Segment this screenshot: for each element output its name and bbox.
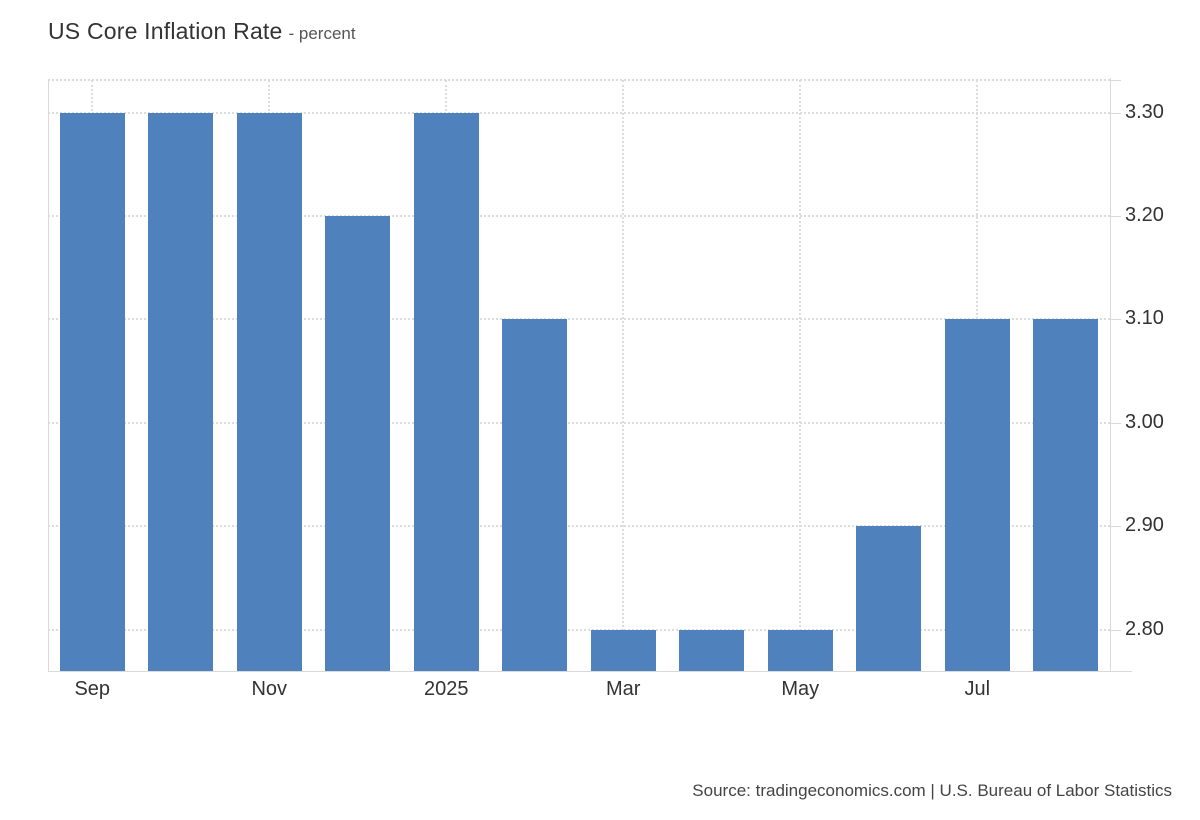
y-axis-label-3.30: 3.30 xyxy=(1125,100,1164,123)
x-axis-label-2025: 2025 xyxy=(424,678,469,700)
x-axis-line xyxy=(48,671,1132,672)
bar-Sep[interactable] xyxy=(59,112,125,671)
plot-top-border xyxy=(48,79,1110,81)
y-axis-tick-2.80 xyxy=(1110,629,1121,631)
x-gridline-May xyxy=(799,80,802,671)
chart-subtitle: - percent xyxy=(288,24,356,43)
chart-title: US Core Inflation Rate xyxy=(48,18,283,44)
bar-Jun[interactable] xyxy=(856,526,922,671)
source-attribution: Source: tradingeconomics.com | U.S. Bure… xyxy=(692,781,1172,800)
y-gridline-2.90 xyxy=(48,525,1110,528)
bar-Jul[interactable] xyxy=(944,319,1010,671)
x-axis-label-Sep: Sep xyxy=(74,678,111,700)
y-axis-tick-3.30 xyxy=(1110,112,1121,114)
y-axis-label-2.90: 2.90 xyxy=(1125,514,1164,537)
bar-Nov[interactable] xyxy=(236,112,302,671)
bar-Feb[interactable] xyxy=(502,319,568,671)
y-axis-line-right xyxy=(1110,78,1111,671)
y-gridline-2.80 xyxy=(48,628,1110,631)
bar-2025[interactable] xyxy=(413,112,479,671)
y-axis-tick-3.00 xyxy=(1110,422,1121,424)
x-axis-label-Mar: Mar xyxy=(606,678,641,700)
bar-Mar[interactable] xyxy=(590,629,656,671)
y-gridline-3.10 xyxy=(48,318,1110,321)
bar-Oct[interactable] xyxy=(148,112,214,671)
y-axis-tick-top xyxy=(1110,80,1121,81)
bar-May[interactable] xyxy=(767,629,833,671)
bar-Apr[interactable] xyxy=(679,629,745,671)
x-axis-label-Jul: Jul xyxy=(964,678,991,700)
y-axis-label-2.80: 2.80 xyxy=(1125,617,1164,640)
chart-header: US Core Inflation Rate - percent xyxy=(48,18,356,45)
bar-Aug[interactable] xyxy=(1033,319,1099,671)
y-gridline-3.00 xyxy=(48,421,1110,424)
bar-Dec[interactable] xyxy=(325,215,391,671)
y-axis-line-left xyxy=(48,80,49,671)
y-axis-label-3.10: 3.10 xyxy=(1125,307,1164,330)
x-axis-label-Nov: Nov xyxy=(251,678,288,700)
y-axis-tick-3.20 xyxy=(1110,215,1121,217)
y-axis-label-3.20: 3.20 xyxy=(1125,203,1164,226)
y-axis-label-3.00: 3.00 xyxy=(1125,410,1164,433)
x-gridline-Mar xyxy=(622,80,625,671)
x-axis-label-May: May xyxy=(781,678,820,700)
y-axis-tick-3.10 xyxy=(1110,319,1121,321)
y-axis-tick-2.90 xyxy=(1110,526,1121,528)
y-gridline-3.20 xyxy=(48,214,1110,217)
y-gridline-3.30 xyxy=(48,111,1110,114)
